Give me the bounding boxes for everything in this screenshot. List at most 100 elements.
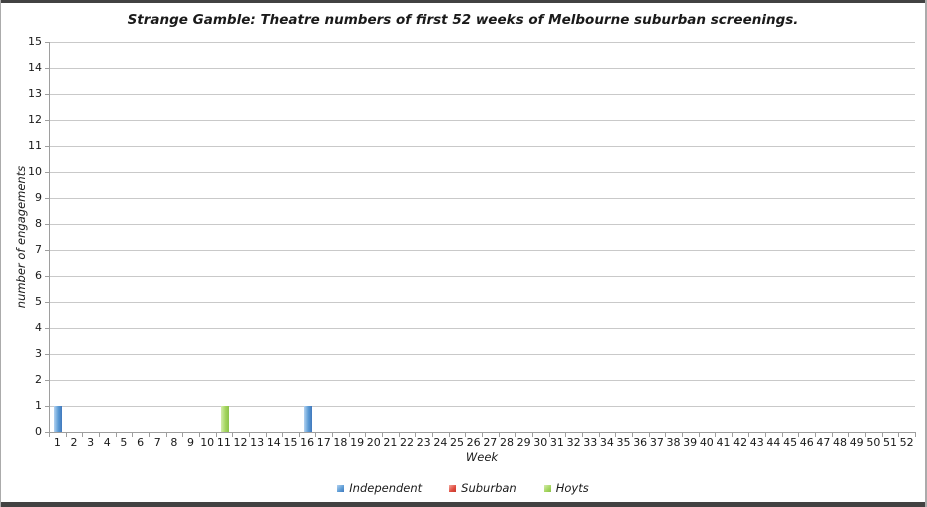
x-axis-tick <box>915 433 916 437</box>
x-axis-tick-label: 44 <box>766 436 781 449</box>
x-axis-tick-label: 45 <box>783 436 798 449</box>
legend-marker-independent <box>337 484 345 492</box>
y-axis-tick <box>45 328 49 329</box>
gridline <box>49 380 915 381</box>
x-axis-tick <box>865 433 867 437</box>
y-axis-tick <box>45 406 49 407</box>
y-axis-tick <box>45 276 49 277</box>
x-axis-title: Week <box>465 450 499 464</box>
x-axis-tick <box>565 433 567 437</box>
y-axis-tick-label: 5 <box>35 295 42 308</box>
x-axis-tick <box>631 433 633 437</box>
gridline <box>49 276 915 277</box>
x-axis-tick <box>165 433 167 437</box>
x-axis-tick-label: 52 <box>899 436 914 449</box>
y-axis-tick <box>45 172 49 173</box>
x-axis-tick-label: 46 <box>799 436 814 449</box>
x-axis-tick <box>482 433 483 437</box>
x-axis-tick <box>315 433 317 437</box>
x-axis-tick <box>332 433 334 437</box>
x-axis-tick <box>748 433 750 437</box>
x-axis-tick <box>282 433 284 437</box>
x-axis-tick <box>115 433 117 437</box>
gridline <box>49 120 915 121</box>
x-axis-tick <box>49 433 50 437</box>
x-axis-tick-label: 48 <box>833 436 848 449</box>
x-axis-tick-label: 23 <box>416 436 431 449</box>
x-axis-tick <box>232 433 234 437</box>
x-axis-tick-label: 10 <box>200 436 215 449</box>
x-axis-tick-label: 41 <box>716 436 731 449</box>
y-axis-tick-label: 9 <box>35 191 42 204</box>
gridline <box>49 302 915 303</box>
x-axis-tick <box>598 433 600 437</box>
chart-title: Strange Gamble: Theatre numbers of first… <box>127 12 799 28</box>
x-axis-tick <box>215 433 217 437</box>
legend: Independent Suburban Hoyts <box>1 481 925 495</box>
y-axis-tick-label: 11 <box>28 139 42 152</box>
x-axis-tick <box>798 433 800 437</box>
x-axis-tick-label: 22 <box>400 436 415 449</box>
bar-hoyts-week-11 <box>220 406 229 432</box>
x-axis-line <box>49 432 916 433</box>
y-axis-tick <box>45 94 49 95</box>
x-axis-tick <box>781 433 783 437</box>
x-axis-tick <box>132 433 134 437</box>
x-axis-tick-label: 19 <box>350 436 365 449</box>
frame-bottom-border <box>1 502 925 507</box>
x-axis-tick-label: 12 <box>233 436 248 449</box>
x-axis-tick <box>348 433 350 437</box>
x-axis-tick-label: 11 <box>216 436 231 449</box>
x-axis-tick <box>82 433 84 437</box>
y-axis-tick <box>45 302 49 303</box>
x-axis-tick-label: 25 <box>450 436 464 449</box>
gridline <box>49 94 915 95</box>
x-axis-tick-label: 35 <box>616 436 631 449</box>
x-axis-tick <box>365 433 367 437</box>
x-axis-tick-label: 43 <box>749 436 764 449</box>
x-axis-tick-label: 6 <box>137 436 145 449</box>
x-axis-tick <box>515 433 517 437</box>
y-axis-tick-label: 8 <box>35 217 42 230</box>
y-axis-tick-label: 3 <box>35 347 42 360</box>
x-axis-tick <box>531 433 533 437</box>
x-axis-tick-label: 30 <box>533 436 548 449</box>
x-axis-tick-label: 1 <box>53 436 61 449</box>
x-axis-tick <box>182 433 184 437</box>
x-axis-tick <box>98 433 100 437</box>
y-axis-tick-label: 1 <box>35 399 42 412</box>
y-axis-tick <box>45 198 49 199</box>
x-axis-tick-label: 38 <box>666 436 681 449</box>
y-axis-tick-label: 15 <box>28 35 42 48</box>
x-axis-tick-label: 47 <box>816 436 831 449</box>
x-axis-tick-label: 16 <box>300 436 315 449</box>
x-axis-tick-label: 29 <box>516 436 531 449</box>
y-axis-tick <box>45 42 49 43</box>
x-axis-tick-label: 51 <box>883 436 897 449</box>
x-axis-tick-label: 32 <box>566 436 581 449</box>
x-axis-tick <box>65 433 67 437</box>
y-axis-line <box>49 42 50 432</box>
x-axis-tick-label: 24 <box>433 436 448 449</box>
x-axis-tick <box>698 433 700 437</box>
gridline <box>49 42 915 43</box>
x-axis-tick-label: 20 <box>366 436 381 449</box>
x-axis-tick-label: 14 <box>266 436 281 449</box>
gridline <box>49 172 915 173</box>
x-axis-tick <box>665 433 667 437</box>
x-axis-tick-label: 13 <box>250 436 265 449</box>
legend-label: Suburban <box>461 481 517 495</box>
x-axis-tick-label: 40 <box>699 436 714 449</box>
y-axis-tick-label: 4 <box>35 321 42 334</box>
gridline <box>49 328 915 329</box>
x-axis-tick-label: 26 <box>466 436 481 449</box>
x-axis-tick <box>715 433 717 437</box>
x-axis-tick-label: 9 <box>187 436 195 449</box>
x-axis-tick <box>498 433 500 437</box>
x-axis-tick-label: 17 <box>316 436 331 449</box>
y-axis-tick <box>45 120 49 121</box>
x-axis-tick <box>465 433 467 437</box>
x-axis-tick-label: 4 <box>103 436 111 449</box>
x-axis-tick <box>831 433 833 437</box>
y-axis-tick-label: 12 <box>28 113 42 126</box>
